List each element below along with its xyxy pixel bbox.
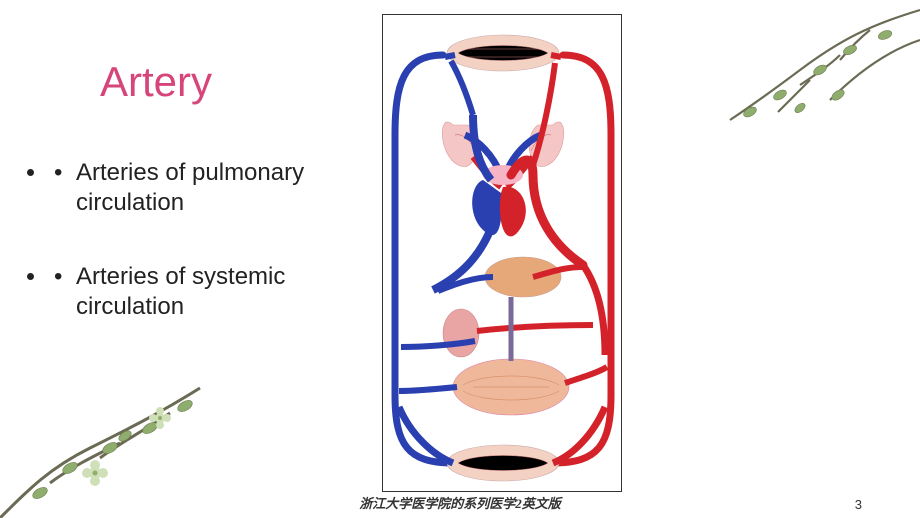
page-number: 3: [855, 497, 862, 512]
bullet-list: Arteries of pulmonary circulation Arteri…: [48, 158, 348, 366]
bullet-item: Arteries of systemic circulation: [48, 262, 348, 322]
decorative-branch-top-right: [690, 0, 920, 160]
circulation-diagram: [382, 14, 622, 492]
slide: Artery Arteries of pulmonary circulation…: [0, 0, 920, 518]
footer-text: 浙江大学医学院的系列医学2英文版: [0, 493, 920, 512]
bullet-item: Arteries of pulmonary circulation: [48, 158, 348, 218]
slide-title: Artery: [100, 58, 212, 106]
